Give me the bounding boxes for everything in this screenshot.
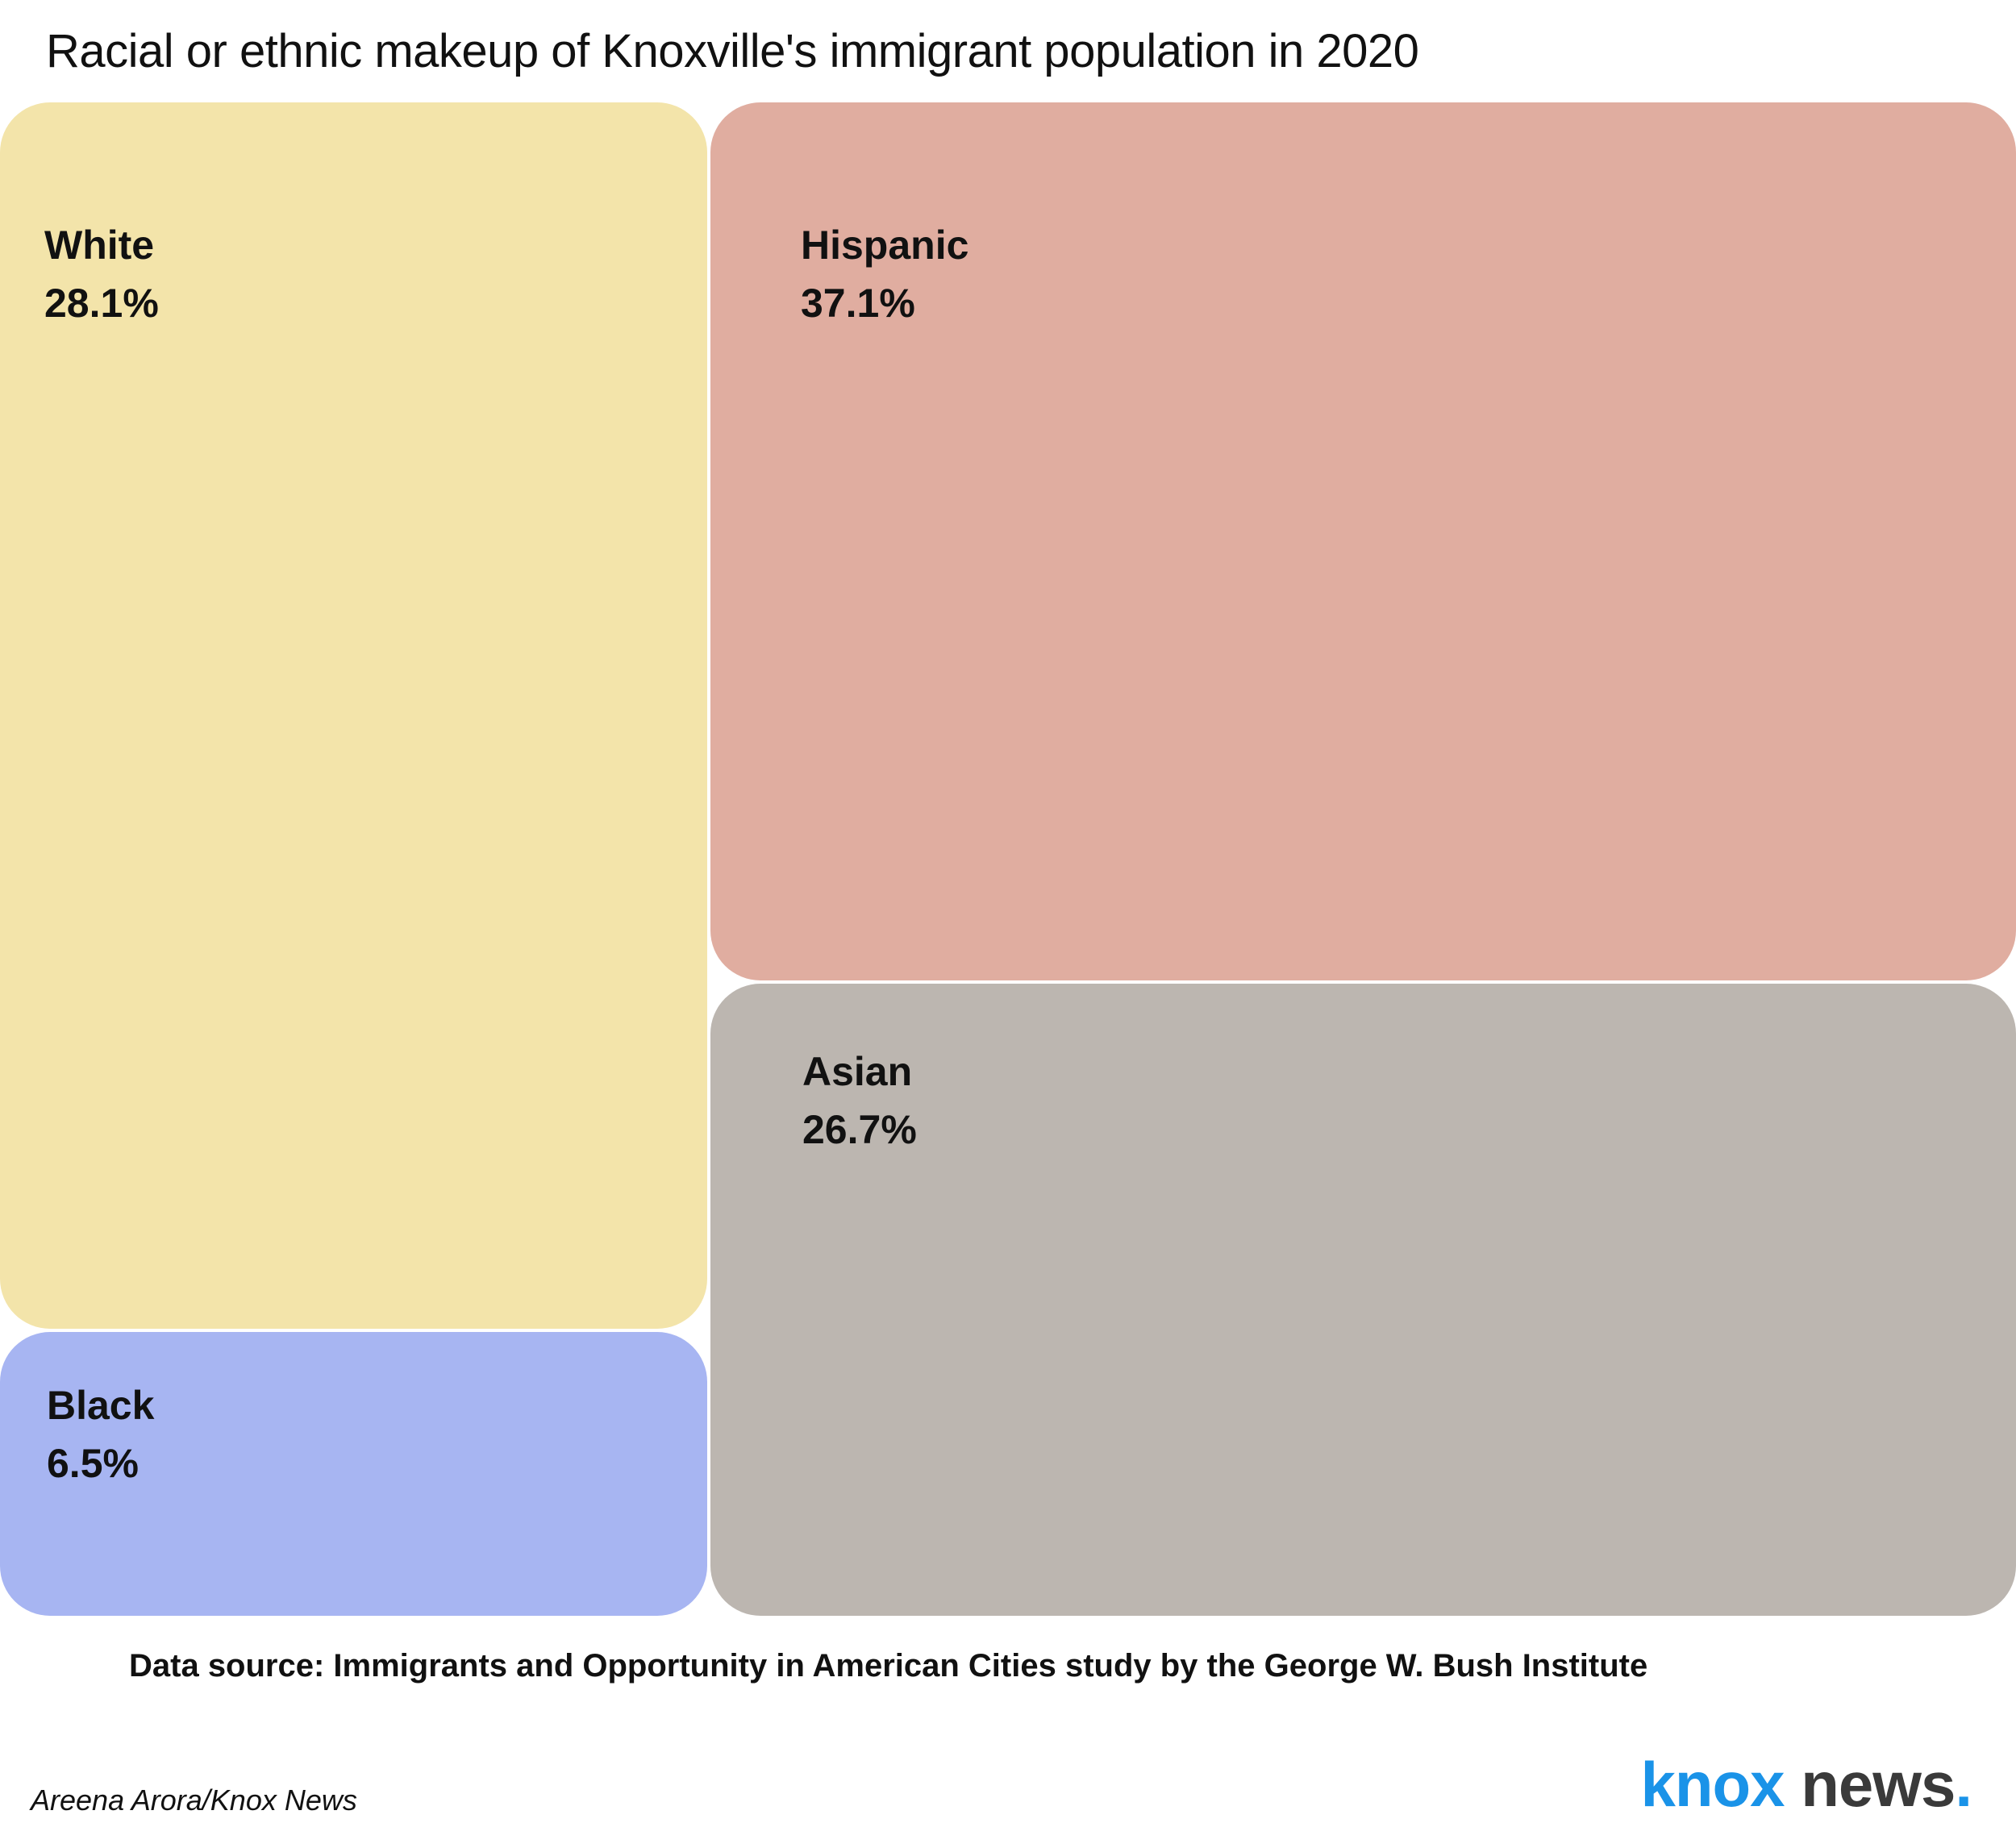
- chart-title: Racial or ethnic makeup of Knoxville's i…: [46, 25, 1419, 77]
- tile-asian: Asian 26.7%: [710, 984, 2016, 1616]
- logo-news: news: [1784, 1749, 1956, 1820]
- tile-black: Black 6.5%: [0, 1332, 707, 1616]
- knox-news-logo: knox news.: [1641, 1748, 1972, 1821]
- tile-white: White 28.1%: [0, 102, 707, 1329]
- tile-asian-label: Asian: [802, 1049, 913, 1094]
- tile-white-label: White: [44, 223, 155, 268]
- tile-hispanic-label: Hispanic: [801, 223, 969, 268]
- tile-hispanic: Hispanic 37.1%: [710, 102, 2016, 980]
- tile-black-label: Black: [47, 1383, 155, 1428]
- treemap-chart: Hispanic 37.1% White 28.1% Asian 26.7% Black 6.…: [0, 102, 2016, 1616]
- tile-black-value: 6.5%: [47, 1441, 139, 1486]
- tile-asian-value: 26.7%: [802, 1107, 917, 1152]
- logo-knox: knox: [1640, 1749, 1785, 1820]
- logo-dot: .: [1955, 1749, 1972, 1820]
- tile-hispanic-value: 37.1%: [801, 281, 915, 326]
- tile-white-value: 28.1%: [44, 281, 159, 326]
- credit: Areena Arora/Knox News: [31, 1783, 357, 1817]
- data-source: Data source: Immigrants and Opportunity …: [129, 1648, 1648, 1684]
